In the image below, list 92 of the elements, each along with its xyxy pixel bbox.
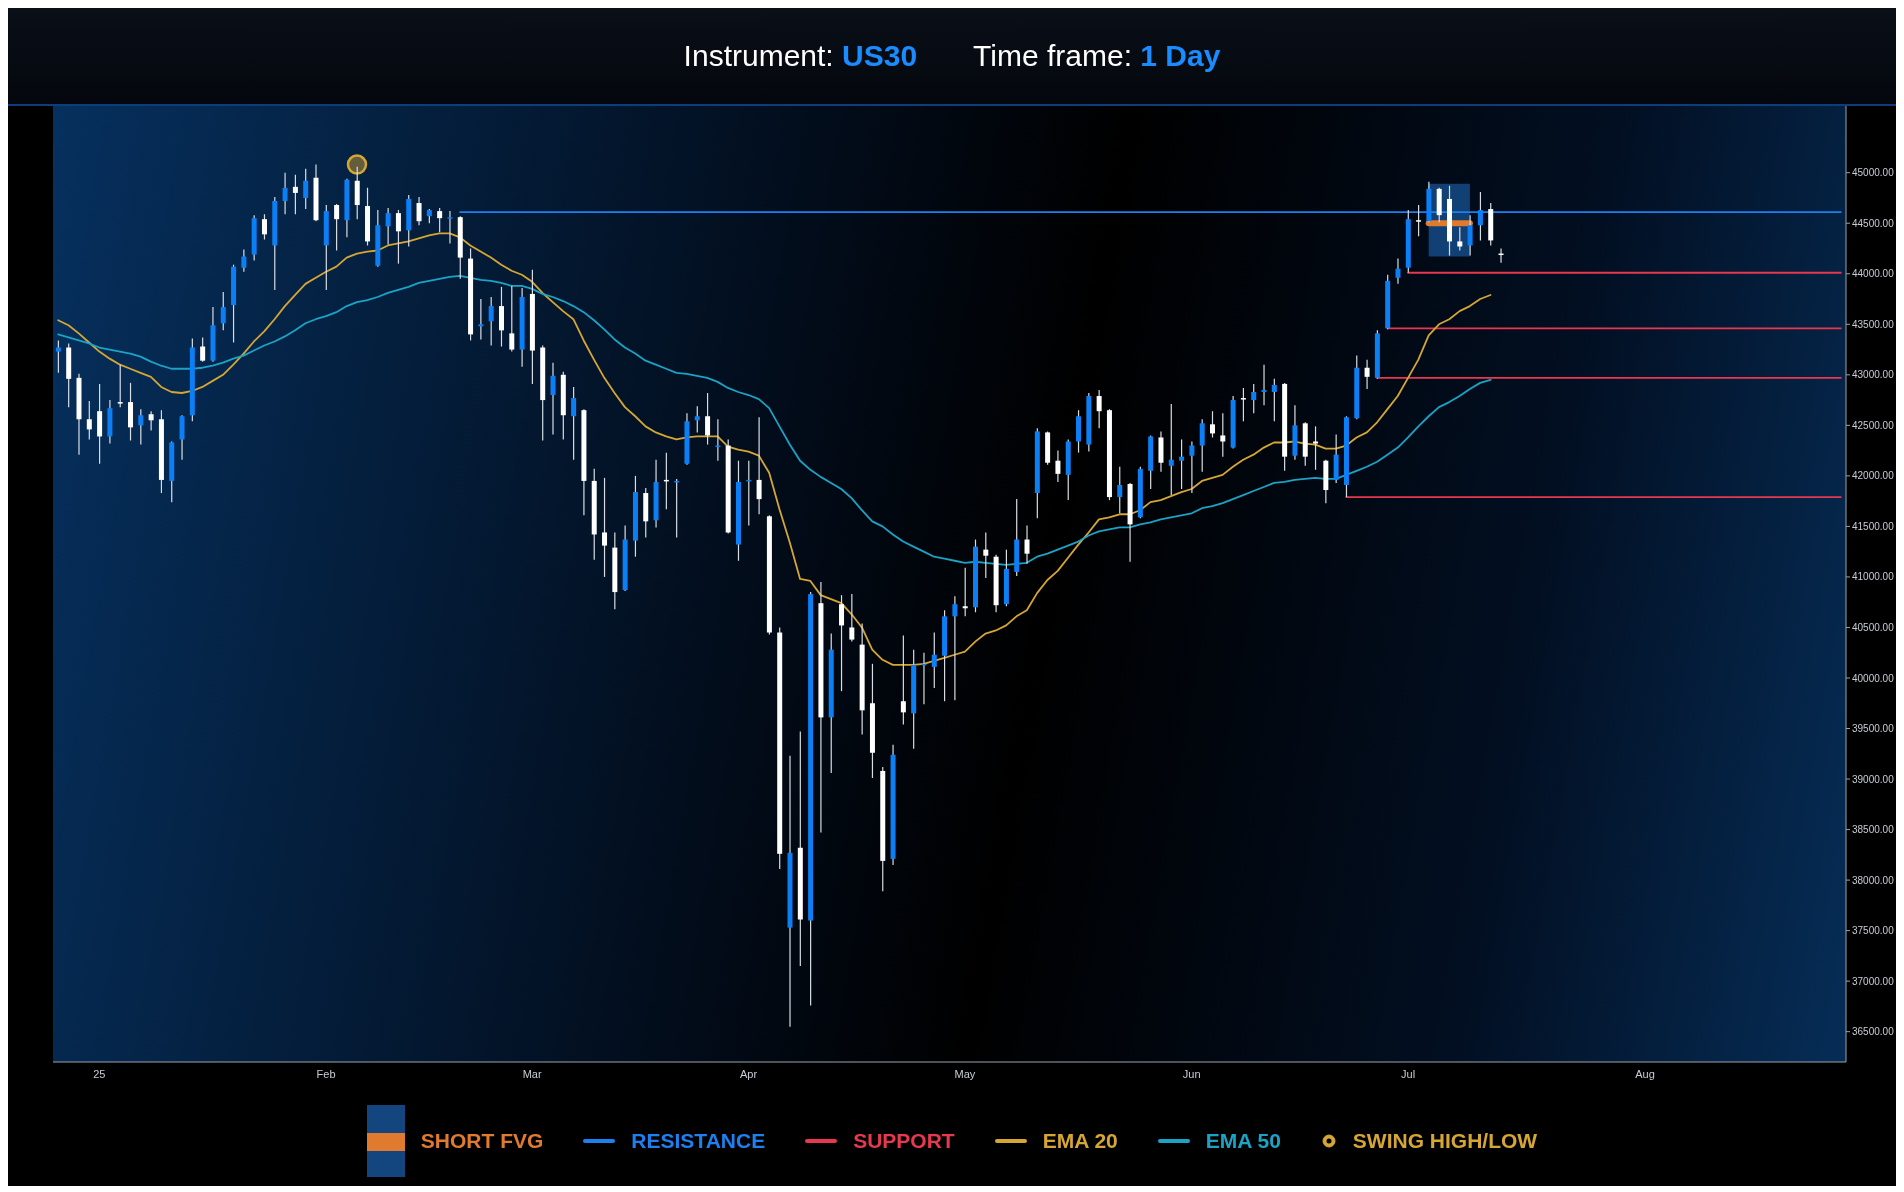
y-tick-label: 38000.00 <box>1852 874 1895 886</box>
legend-label: EMA 20 <box>1042 1129 1118 1153</box>
candlestick <box>303 168 309 210</box>
x-tick-label: 25 <box>93 1067 106 1080</box>
x-tick-label: Aug <box>1635 1067 1655 1080</box>
y-tick-label: 36500.00 <box>1852 1026 1895 1038</box>
candlestick <box>86 400 92 441</box>
x-tick-label: May <box>954 1067 976 1080</box>
candlestick <box>220 291 226 331</box>
chart-subtitle: Time frame: 1 Day <box>973 39 1221 72</box>
candlestick <box>1168 403 1174 496</box>
candlestick <box>241 248 247 273</box>
candlestick <box>478 298 484 341</box>
candlestick <box>931 631 937 689</box>
candlestick <box>148 410 154 431</box>
legend-label: RESISTANCE <box>631 1129 766 1153</box>
candlestick <box>509 285 515 353</box>
legend-label: EMA 50 <box>1205 1129 1281 1153</box>
candlestick <box>962 567 968 617</box>
y-tick-label: 42000.00 <box>1852 470 1895 482</box>
candlestick <box>179 414 185 461</box>
x-tick-label: Jul <box>1401 1067 1416 1080</box>
legend-label: SHORT FVG <box>420 1129 544 1153</box>
candlestick <box>261 213 267 240</box>
candlestick <box>571 386 577 461</box>
y-tick-label: 38500.00 <box>1852 824 1895 836</box>
candlestick <box>1416 204 1422 237</box>
candlestick <box>117 364 123 408</box>
candlestick <box>900 634 906 726</box>
candlestick <box>200 336 206 363</box>
candlestick <box>55 339 61 374</box>
candlestick <box>1395 258 1401 285</box>
y-tick-label: 44500.00 <box>1852 217 1895 229</box>
y-tick-label: 45000.00 <box>1852 167 1895 179</box>
candlestick <box>705 392 711 446</box>
legend-label: SUPPORT <box>853 1129 955 1153</box>
candlestick <box>1271 378 1277 422</box>
candlestick <box>334 203 340 252</box>
candlestick <box>292 174 298 215</box>
y-tick-label: 39500.00 <box>1852 723 1895 735</box>
candlestick <box>983 531 989 579</box>
y-tick-label: 42500.00 <box>1852 419 1895 431</box>
candlestick <box>1251 383 1257 414</box>
y-tick-label: 41000.00 <box>1852 571 1895 583</box>
y-tick-label: 43000.00 <box>1852 369 1895 381</box>
candlestick <box>416 196 422 226</box>
y-tick-label: 37500.00 <box>1852 925 1895 937</box>
candlestick <box>1096 389 1102 429</box>
candlestick <box>1024 524 1030 565</box>
candlestick <box>839 594 845 692</box>
candlestick <box>1313 425 1319 471</box>
candlestick <box>952 595 958 701</box>
x-tick-label: Mar <box>522 1067 542 1080</box>
candlestick <box>385 207 391 246</box>
candlestick <box>694 405 700 434</box>
chart-title: Instrument: US30 <box>683 39 918 72</box>
candlestick <box>1457 226 1463 252</box>
y-tick-label: 40500.00 <box>1852 622 1895 633</box>
candlestick <box>756 416 762 515</box>
legend-label: SWING HIGH/LOW <box>1352 1129 1538 1153</box>
y-tick-label: 43500.00 <box>1852 318 1895 330</box>
x-tick-label: Feb <box>316 1067 336 1080</box>
candlestick <box>447 210 453 245</box>
candlestick <box>1261 364 1267 406</box>
candlestick <box>138 408 144 446</box>
line-series <box>57 232 1492 666</box>
candlestick <box>488 296 494 347</box>
y-tick-label: 40000.00 <box>1852 672 1895 684</box>
candlestick <box>1240 387 1246 422</box>
candlestick <box>1189 440 1195 494</box>
x-tick-label: Jun <box>1182 1067 1201 1080</box>
candlestick <box>1467 214 1473 257</box>
y-tick-label: 37000.00 <box>1852 975 1895 987</box>
y-tick-label: 39000.00 <box>1852 773 1895 785</box>
candlestick <box>1220 412 1226 458</box>
candlestick <box>1117 466 1123 514</box>
line-series <box>57 274 1492 566</box>
y-tick-label: 41500.00 <box>1852 520 1895 532</box>
candlestick <box>1199 418 1205 473</box>
candlestick <box>1179 438 1185 490</box>
candlestick <box>1364 359 1370 390</box>
candlestick <box>550 362 556 436</box>
candlestick <box>437 207 443 233</box>
candlestick <box>1477 191 1483 242</box>
candlestick <box>602 477 608 578</box>
candlestick <box>1210 410 1215 439</box>
candlestick <box>849 593 855 643</box>
candlestick <box>1055 450 1061 483</box>
candlestick <box>282 172 288 215</box>
candlestick <box>395 209 401 265</box>
x-tick-label: Apr <box>740 1067 758 1080</box>
y-tick-label: 44000.00 <box>1852 268 1895 280</box>
